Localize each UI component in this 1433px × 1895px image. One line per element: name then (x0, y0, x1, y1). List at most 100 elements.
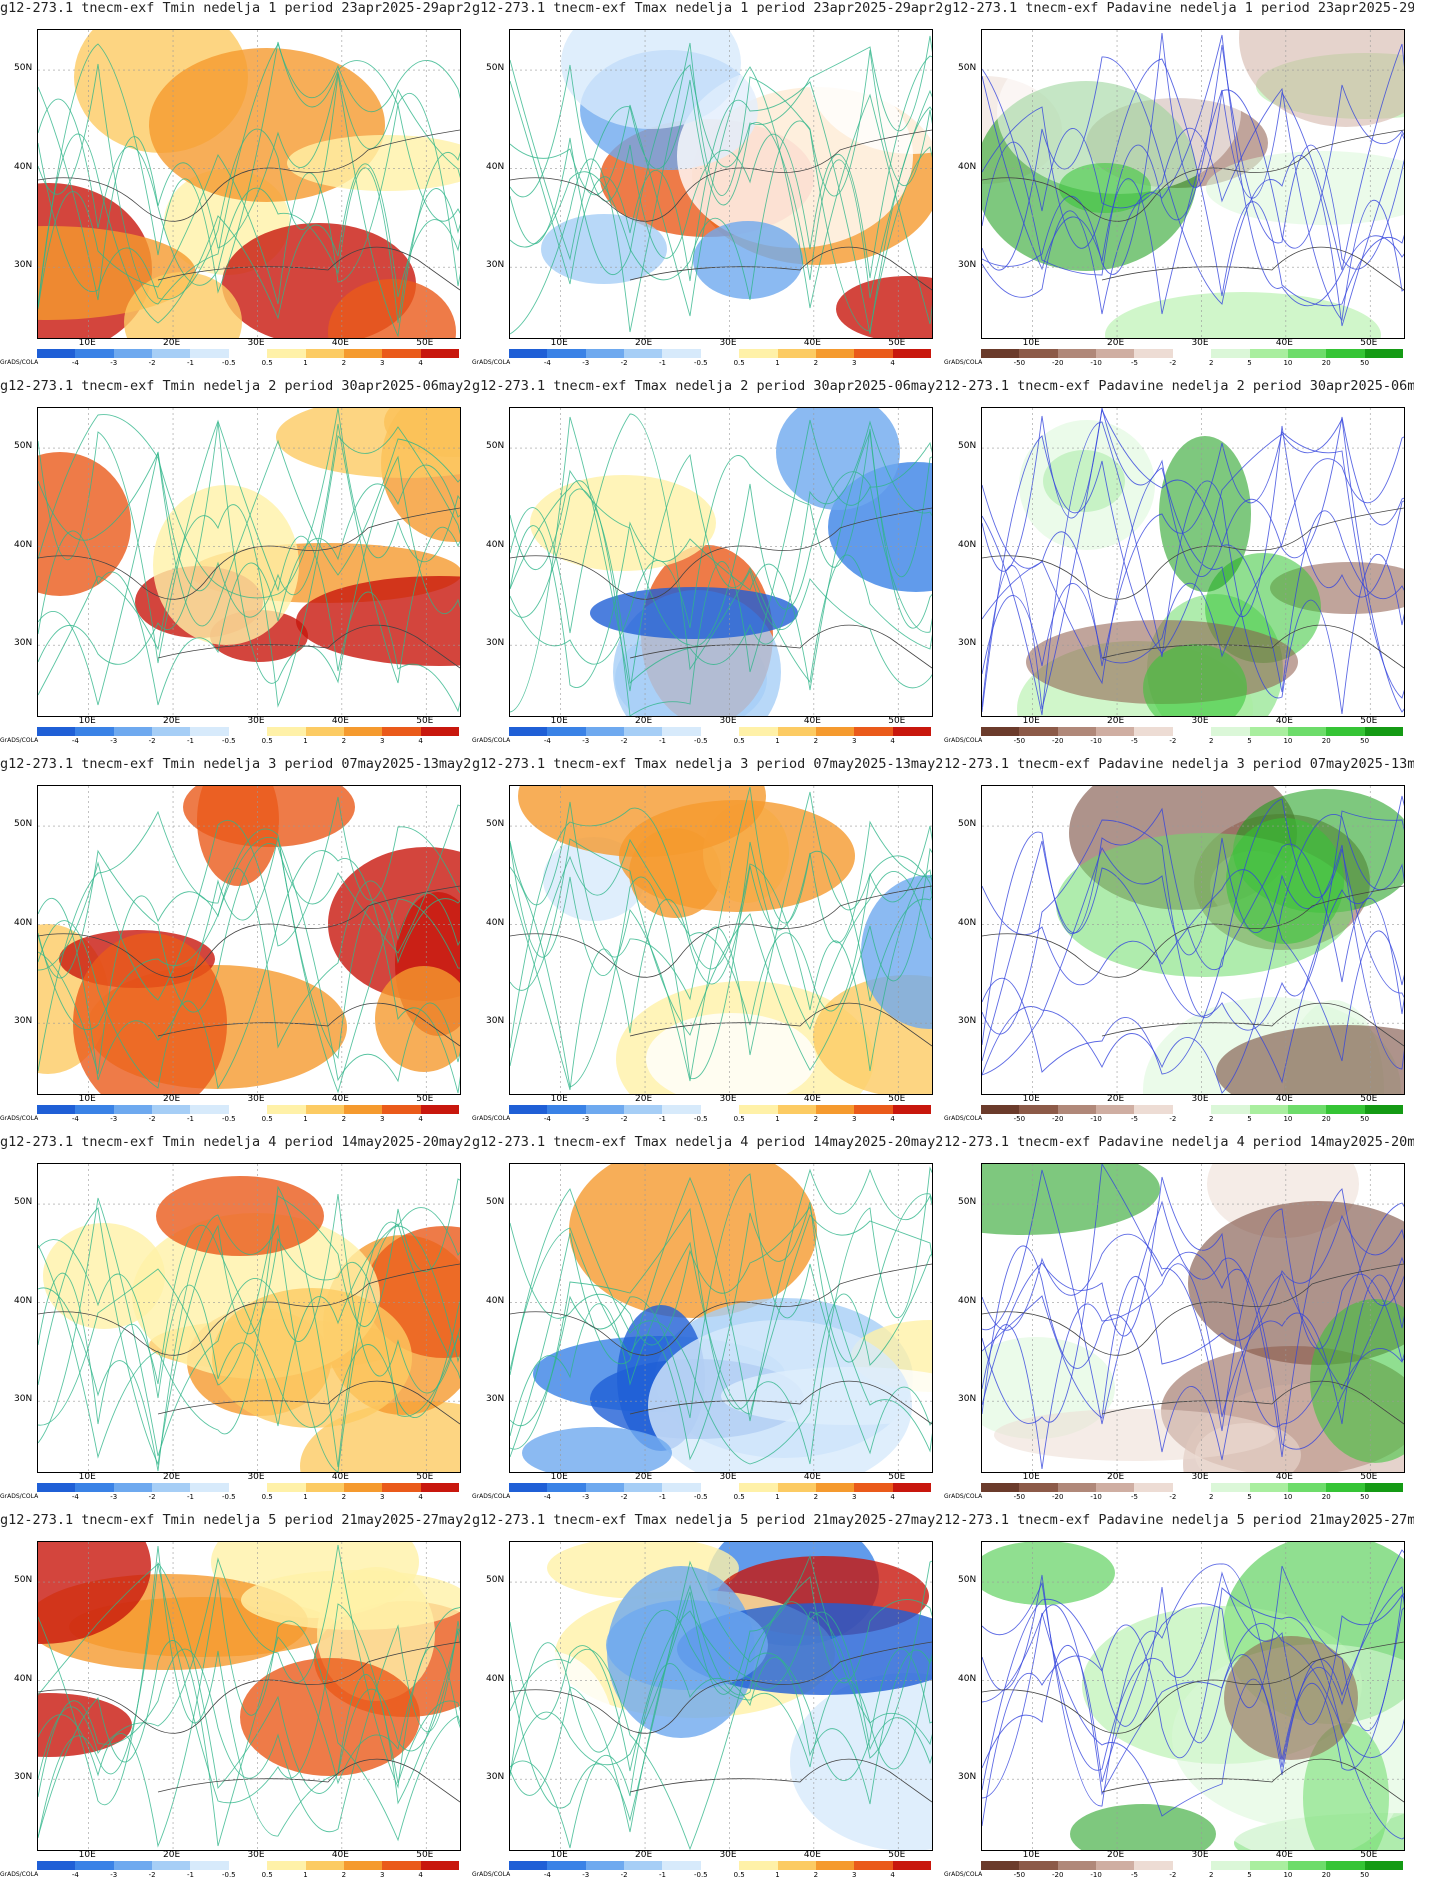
colorbar (981, 349, 1403, 358)
colorbar-tick-label: 5 (1247, 1115, 1252, 1123)
map-area (981, 1163, 1405, 1473)
colorbar-swatch (267, 349, 306, 358)
colorbar-tick-label: 3 (852, 737, 857, 745)
colorbar-swatch (190, 1105, 229, 1114)
colorbar-tick-label: 2 (813, 1871, 819, 1879)
colorbar-tick-label: 20 (1321, 1871, 1331, 1879)
colorbar-tick-label: -5 (1130, 737, 1138, 745)
latitude-label: 40N (486, 161, 505, 172)
map-title: g12-273.1 tnecm-exf Tmax nedelja 1 perio… (472, 0, 942, 16)
colorbar-tick-label: 3 (380, 359, 385, 367)
longitude-label: 30E (719, 1850, 737, 1860)
longitude-label: 50E (1360, 338, 1378, 348)
map-area (37, 407, 461, 717)
map-title: 12-273.1 tnecm-exf Padavine nedelja 2 pe… (944, 378, 1414, 394)
colorbar-swatch (1249, 1483, 1288, 1492)
colorbar-tick-label: 1 (303, 737, 308, 745)
colorbar-swatch (624, 1483, 663, 1492)
colorbar-swatch (815, 1483, 855, 1492)
tmax-map-panel: g12-273.1 tnecm-exf Tmax nedelja 2 perio… (472, 378, 942, 753)
colorbar-swatch (1172, 1105, 1212, 1114)
colorbar-swatch (509, 1105, 548, 1114)
map-area (981, 407, 1405, 717)
colorbar-tick-label: 4 (418, 737, 423, 745)
colorbar-swatch (420, 727, 459, 736)
colorbar-tick-label: 2 (813, 1493, 819, 1501)
colorbar-tick-label: 4 (890, 1115, 895, 1123)
colorbar-tick-label: 20 (1321, 1493, 1331, 1501)
map-title: g12-273.1 tnecm-exf Tmax nedelja 3 perio… (472, 756, 942, 772)
latitude-label: 50N (14, 441, 33, 452)
map-title: 12-273.1 tnecm-exf Padavine nedelja 4 pe… (944, 1134, 1414, 1150)
colorbar-swatch (981, 1105, 1020, 1114)
tmin-map-panel: g12-273.1 tnecm-exf Tmin nedelja 5 perio… (0, 1512, 470, 1887)
latitude-label: 30N (14, 260, 33, 271)
grads-logo-text: GrADS/COLA (944, 1871, 983, 1878)
colorbar-tick-label: -10 (1090, 359, 1102, 367)
colorbar-swatch (305, 727, 344, 736)
colorbar-tick-label: 0.5 (733, 1493, 745, 1501)
colorbar-swatch (624, 1105, 663, 1114)
longitude-label: 30E (1191, 1472, 1209, 1482)
map-title: g12-273.1 tnecm-exf Padavine nedelja 1 p… (944, 0, 1414, 16)
colorbar-tick-label: 3 (380, 1115, 385, 1123)
colorbar-swatch (739, 1105, 778, 1114)
longitude-label: 40E (1275, 1850, 1293, 1860)
colorbar-swatch (892, 1105, 931, 1114)
colorbar-swatch (1211, 727, 1250, 736)
colorbar (981, 1861, 1403, 1870)
colorbar (509, 727, 931, 736)
colorbar-swatch (1249, 1861, 1288, 1870)
colorbar-swatch (420, 349, 459, 358)
latitude-label: 50N (14, 1575, 33, 1586)
colorbar-tick-label: -3 (110, 737, 118, 745)
colorbar-tick-label: -1 (186, 359, 194, 367)
colorbar-tick-label: -2 (1169, 737, 1177, 745)
colorbar-tick-label: 4 (418, 1871, 423, 1879)
colorbar-swatch (1057, 1105, 1097, 1114)
tmin-map-panel: g12-273.1 tnecm-exf Tmin nedelja 2 perio… (0, 378, 470, 753)
colorbar-swatch (854, 1105, 893, 1114)
colorbar-swatch (815, 1861, 855, 1870)
colorbar-swatch (585, 727, 625, 736)
colorbar-swatch (1249, 727, 1288, 736)
colorbar-tick-label: -50 (1013, 1871, 1026, 1879)
colorbar-tick-label: -1 (186, 1871, 194, 1879)
colorbar-swatch (700, 349, 740, 358)
grads-logo-text: GrADS/COLA (472, 737, 511, 744)
colorbar-swatch (854, 1483, 893, 1492)
latitude-label: 40N (958, 539, 977, 550)
latitude-label: 30N (958, 260, 977, 271)
longitude-label: 30E (1191, 1850, 1209, 1860)
longitude-label: 40E (331, 1472, 349, 1482)
colorbar-swatch (981, 1483, 1020, 1492)
colorbar-swatch (190, 1861, 229, 1870)
grads-logo-text: GrADS/COLA (472, 1493, 511, 1500)
colorbar-tick-label: 2 (341, 1115, 347, 1123)
colorbar-swatch (1134, 727, 1173, 736)
latitude-label: 40N (486, 1673, 505, 1684)
colorbar-swatch (113, 349, 153, 358)
colorbar-swatch (1364, 727, 1403, 736)
longitude-label: 40E (1275, 716, 1293, 726)
colorbar-swatch (75, 1483, 114, 1492)
colorbar-swatch (152, 1105, 191, 1114)
colorbar-tick-label: 20 (1321, 359, 1331, 367)
colorbar-tick-label: 3 (852, 1871, 857, 1879)
colorbar-tick-label: -2 (620, 1871, 628, 1879)
longitude-label: 30E (1191, 1094, 1209, 1104)
colorbar-tick-label: 2 (1208, 737, 1214, 745)
colorbar-tick-label: 3 (852, 1115, 857, 1123)
colorbar-tick-label: -5 (1130, 359, 1138, 367)
anomaly-field (38, 408, 460, 716)
colorbar-tick-label: 1 (775, 359, 780, 367)
colorbar-tick-label: 2 (1208, 1115, 1214, 1123)
anomaly-field (982, 408, 1404, 716)
anomaly-field (38, 1542, 460, 1850)
latitude-label: 50N (486, 1197, 505, 1208)
colorbar-tick-label: -0.5 (693, 359, 708, 367)
colorbar-tick-label: 10 (1283, 359, 1293, 367)
colorbar (37, 349, 459, 358)
colorbar-tick-label: 1 (775, 1115, 780, 1123)
colorbar-tick-label: 50 (1360, 1115, 1370, 1123)
